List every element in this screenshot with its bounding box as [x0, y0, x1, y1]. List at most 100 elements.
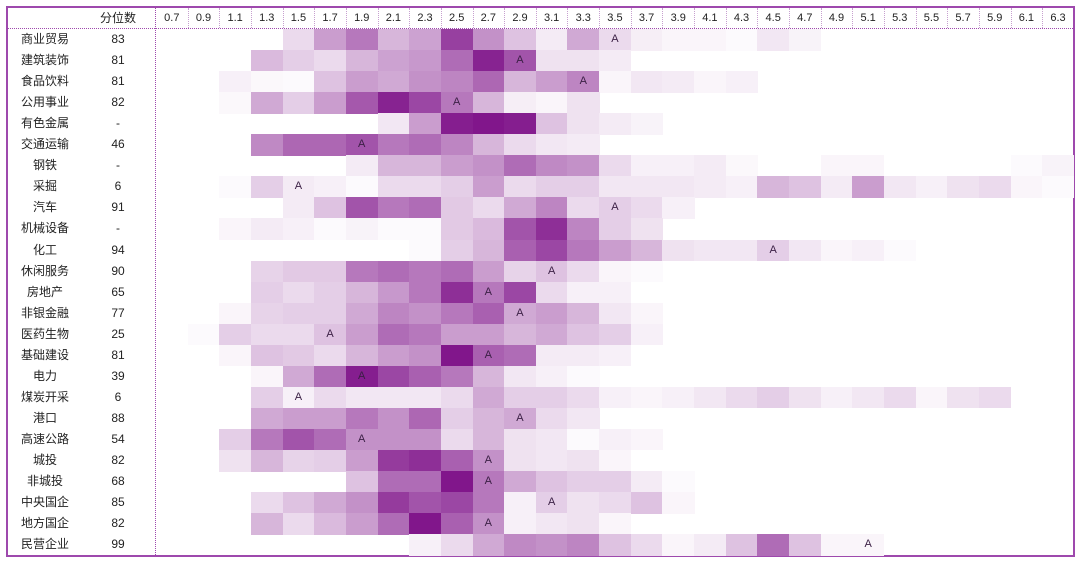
heatmap-cell [440, 407, 473, 430]
heatmap-cell [852, 239, 885, 262]
row-score: 46 [111, 137, 125, 152]
heatmap-cell [472, 386, 505, 409]
heatmap-cell [1042, 155, 1075, 177]
heatmap-cell [535, 450, 568, 472]
heatmap-cell [250, 50, 284, 72]
heatmap-cell [377, 134, 410, 156]
heatmap-cell [472, 492, 505, 514]
heatmap-cell [630, 386, 663, 409]
heatmap-cell [472, 534, 505, 556]
heatmap-cell [535, 113, 568, 135]
row-label: 汽车 [32, 200, 57, 215]
heatmap-cell [567, 407, 600, 430]
heatmap-cell [409, 260, 442, 283]
heatmap-cell [662, 239, 695, 262]
column-header: 4.5 [765, 12, 781, 24]
column-header: 5.7 [955, 12, 971, 24]
column-separator [219, 8, 221, 28]
column-separator [789, 8, 790, 28]
heatmap-cell [472, 450, 505, 472]
heatmap-cell [409, 534, 442, 556]
heatmap-cell [409, 29, 442, 51]
column-header: 2.1 [385, 12, 402, 24]
heatmap-cell [535, 92, 568, 114]
row-score: 65 [111, 284, 125, 299]
row-label: 非城投 [26, 474, 63, 489]
heatmap-cell [757, 239, 790, 262]
heatmap-cell [472, 113, 505, 135]
row-label: 休闲服务 [20, 263, 69, 278]
heatmap-cell [504, 218, 537, 240]
heatmap-cell [250, 407, 284, 430]
heatmap-cell [440, 281, 473, 304]
heatmap-cell [599, 197, 632, 219]
heatmap-cell [599, 281, 632, 304]
heatmap-cell [472, 134, 505, 156]
row-label: 化工 [32, 242, 57, 257]
heatmap-cell [409, 218, 442, 240]
heatmap-cell [662, 471, 695, 493]
row-score: 90 [111, 263, 125, 278]
heatmap-cell [440, 513, 473, 535]
marker-a: A [294, 390, 303, 403]
heatmap-cell [567, 176, 600, 198]
heatmap-cell [219, 344, 252, 367]
heatmap-cell [282, 260, 315, 283]
heatmap-cell [282, 428, 315, 451]
heatmap-cell [345, 92, 379, 114]
heatmap-cell [409, 281, 442, 304]
column-separator [504, 8, 506, 28]
heatmap-cell [377, 323, 410, 346]
heatmap-cell [314, 323, 347, 346]
heatmap-cell [409, 407, 442, 430]
heatmap-cell [599, 113, 632, 135]
heatmap-cell [472, 323, 505, 346]
row-score: - [116, 158, 120, 173]
heatmap-cell [472, 92, 505, 114]
heatmap-cell [757, 176, 790, 198]
marker-a: A [484, 454, 492, 466]
heatmap-cell [282, 71, 315, 93]
heatmap-cell [440, 29, 473, 51]
heatmap-cell [409, 386, 442, 409]
heatmap-cell [219, 302, 252, 325]
heatmap-cell [535, 513, 568, 535]
heatmap-cell [630, 218, 663, 240]
heatmap-cell [504, 50, 537, 72]
heatmap-cell [345, 29, 379, 51]
heatmap-cell [440, 344, 473, 367]
row-label: 建筑装饰 [20, 53, 69, 68]
column-separator [978, 8, 980, 28]
heatmap-cell [599, 155, 632, 177]
heatmap-cell [345, 365, 379, 388]
column-header: 4.9 [828, 12, 845, 24]
heatmap-cell [345, 50, 379, 72]
heatmap-cell [535, 534, 568, 556]
heatmap-cell [567, 492, 600, 514]
heatmap-cell [725, 239, 758, 262]
heatmap-cell [504, 513, 537, 535]
heatmap-cell [409, 471, 442, 493]
row-score: 94 [111, 242, 125, 257]
heatmap-cell [440, 323, 473, 346]
heatmap-cell [757, 29, 790, 51]
column-separator [757, 8, 759, 28]
marker-a: A [516, 54, 524, 67]
row-score: 99 [111, 537, 125, 552]
heatmap-cell [250, 365, 284, 388]
header-divider [8, 28, 1073, 30]
heatmap-cell [377, 260, 410, 283]
row-score: 39 [111, 368, 125, 383]
row-label: 采掘 [32, 179, 57, 194]
heatmap-cell [377, 29, 410, 51]
heatmap-cell [535, 365, 568, 388]
heatmap-cell [852, 155, 885, 177]
row-label: 食品饮料 [20, 74, 69, 89]
heatmap-cell [535, 302, 568, 325]
heatmap-cell [504, 281, 537, 304]
heatmap-cell [694, 534, 727, 556]
column-separator [947, 8, 949, 28]
column-separator [599, 8, 601, 28]
heatmap-cell [314, 134, 347, 156]
heatmap-cell [282, 197, 315, 219]
